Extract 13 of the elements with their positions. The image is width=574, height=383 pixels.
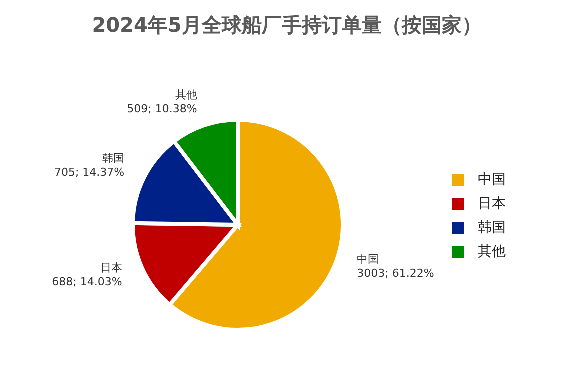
chart-title: 2024年5月全球船厂手持订单量（按国家） — [91, 12, 483, 39]
slice-label: 其他 — [175, 88, 198, 102]
data-label: 705; 14.37% — [54, 166, 125, 179]
data-label: 688; 14.03% — [52, 275, 122, 288]
slice-label: 韩国 — [102, 152, 125, 165]
slice-label: 日本 — [100, 261, 122, 274]
data-label: 509; 10.38% — [127, 102, 198, 116]
legend-label: 中国 — [478, 171, 506, 189]
legend-label: 韩国 — [478, 219, 506, 237]
slice-label: 中国 — [357, 252, 380, 266]
legend-label: 其他 — [478, 243, 506, 261]
legend-label: 日本 — [478, 195, 506, 213]
data-label: 3003; 61.22% — [357, 266, 434, 280]
